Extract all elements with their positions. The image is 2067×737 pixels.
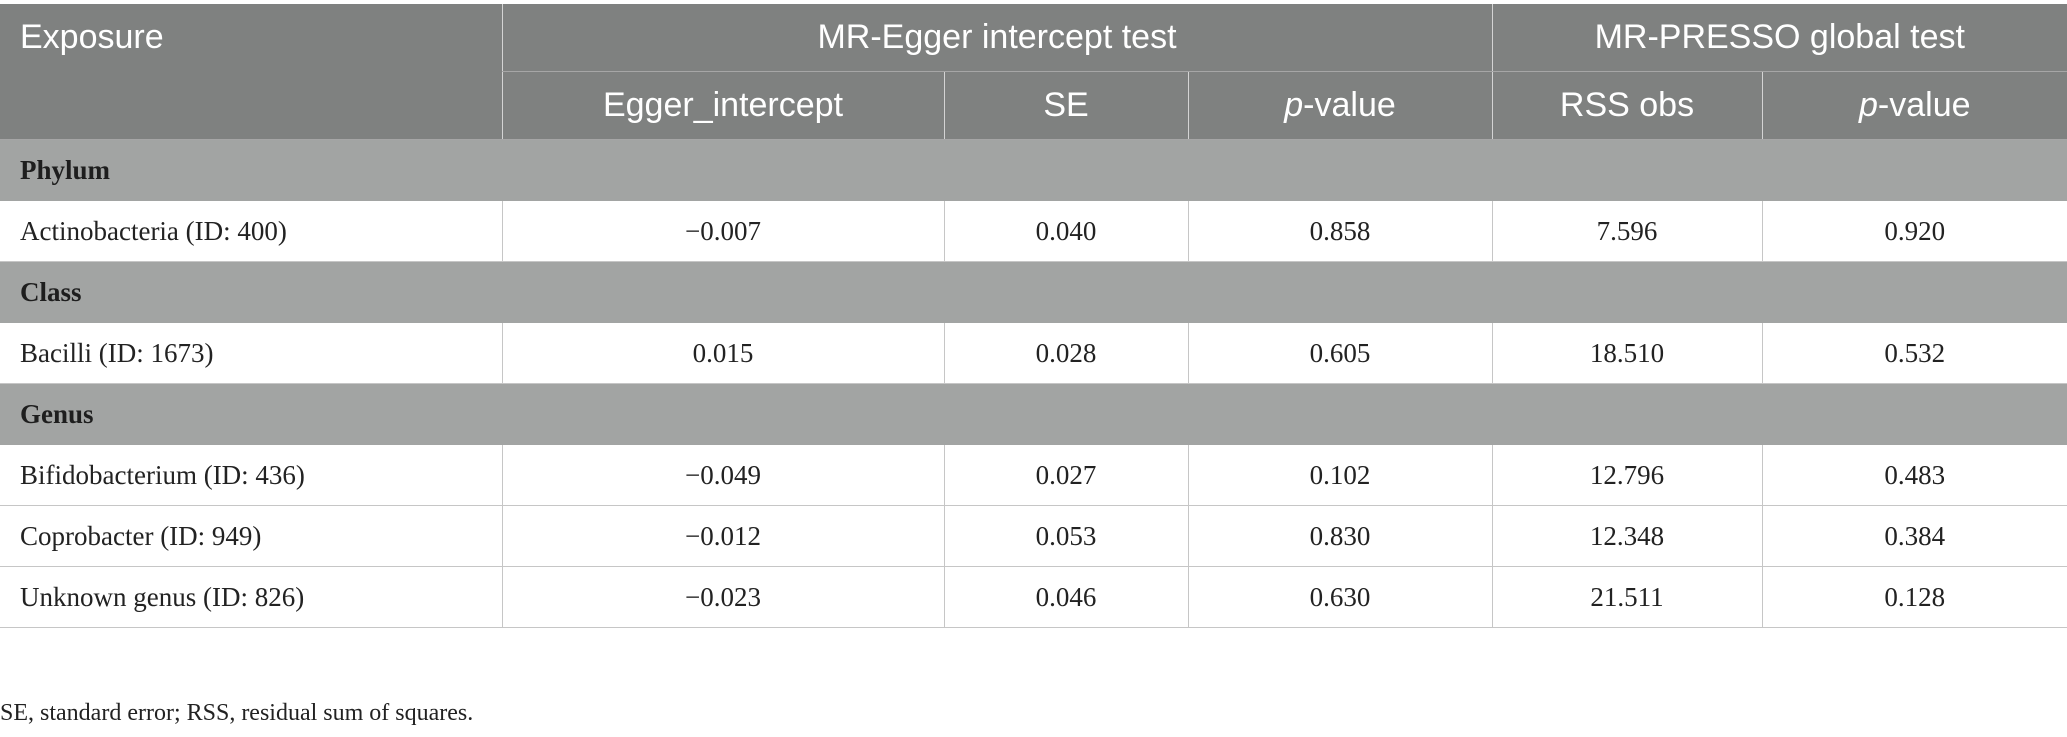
cell-exposure: Coprobacter (ID: 949): [0, 505, 502, 567]
cell-se: 0.046: [943, 566, 1188, 628]
cell-p-egger: 0.830: [1187, 505, 1492, 567]
cell-p-presso: 0.920: [1761, 200, 2067, 262]
cell-p-egger: 0.605: [1187, 322, 1492, 384]
cell-se: 0.028: [943, 322, 1188, 384]
cell-exposure: Actinobacteria (ID: 400): [0, 200, 502, 262]
cell-exposure: Bifidobacterium (ID: 436): [0, 444, 502, 506]
col-header-rss-obs: RSS obs: [1491, 71, 1762, 140]
col-group-mr-presso: MR-PRESSO global test: [1491, 4, 2067, 72]
cell-p-presso: 0.532: [1761, 322, 2067, 384]
cell-p-egger: 0.630: [1187, 566, 1492, 628]
group-label: Phylum: [0, 139, 2067, 201]
col-header-p-value-egger: p-value: [1187, 71, 1492, 140]
cell-rss-obs: 18.510: [1491, 322, 1762, 384]
table-row: Bifidobacterium (ID: 436) −0.049 0.027 0…: [0, 444, 2067, 506]
table-footnote: SE, standard error; RSS, residual sum of…: [0, 700, 474, 726]
results-table-container: Exposure MR-Egger intercept test MR-PRES…: [0, 4, 2067, 628]
table-body: Phylum Actinobacteria (ID: 400) −0.007 0…: [0, 139, 2067, 628]
p-italic-label: p: [1284, 86, 1304, 124]
p-italic-label: p: [1858, 86, 1878, 124]
header-row-subcolumns: Egger_intercept SE p-value RSS obs p-val…: [0, 71, 2067, 140]
cell-egger-intercept: −0.012: [501, 505, 944, 567]
results-table: Exposure MR-Egger intercept test MR-PRES…: [0, 4, 2067, 628]
col-header-exposure: Exposure: [0, 4, 502, 140]
cell-p-egger: 0.102: [1187, 444, 1492, 506]
cell-egger-intercept: 0.015: [501, 322, 944, 384]
cell-p-presso: 0.128: [1761, 566, 2067, 628]
group-row-genus: Genus: [0, 383, 2067, 445]
group-row-class: Class: [0, 261, 2067, 323]
group-label: Genus: [0, 383, 2067, 445]
cell-p-presso: 0.384: [1761, 505, 2067, 567]
p-value-suffix: -value: [1877, 86, 1971, 124]
table-row: Bacilli (ID: 1673) 0.015 0.028 0.605 18.…: [0, 322, 2067, 384]
cell-rss-obs: 7.596: [1491, 200, 1762, 262]
cell-rss-obs: 21.511: [1491, 566, 1762, 628]
table-row: Coprobacter (ID: 949) −0.012 0.053 0.830…: [0, 505, 2067, 567]
cell-egger-intercept: −0.049: [501, 444, 944, 506]
table-header: Exposure MR-Egger intercept test MR-PRES…: [0, 4, 2067, 140]
cell-exposure: Unknown genus (ID: 826): [0, 566, 502, 628]
col-header-se: SE: [943, 71, 1188, 140]
table-row: Unknown genus (ID: 826) −0.023 0.046 0.6…: [0, 566, 2067, 628]
cell-se: 0.040: [943, 200, 1188, 262]
cell-rss-obs: 12.348: [1491, 505, 1762, 567]
col-header-p-value-presso: p-value: [1761, 71, 2067, 140]
cell-p-egger: 0.858: [1187, 200, 1492, 262]
col-group-mr-egger: MR-Egger intercept test: [501, 4, 1492, 72]
group-label: Class: [0, 261, 2067, 323]
cell-se: 0.053: [943, 505, 1188, 567]
cell-rss-obs: 12.796: [1491, 444, 1762, 506]
table-row: Actinobacteria (ID: 400) −0.007 0.040 0.…: [0, 200, 2067, 262]
cell-egger-intercept: −0.023: [501, 566, 944, 628]
col-header-egger-intercept: Egger_intercept: [501, 71, 944, 140]
header-row-groups: Exposure MR-Egger intercept test MR-PRES…: [0, 4, 2067, 140]
cell-p-presso: 0.483: [1761, 444, 2067, 506]
cell-exposure: Bacilli (ID: 1673): [0, 322, 502, 384]
p-value-suffix: -value: [1303, 86, 1396, 124]
cell-egger-intercept: −0.007: [501, 200, 944, 262]
group-row-phylum: Phylum: [0, 139, 2067, 201]
cell-se: 0.027: [943, 444, 1188, 506]
